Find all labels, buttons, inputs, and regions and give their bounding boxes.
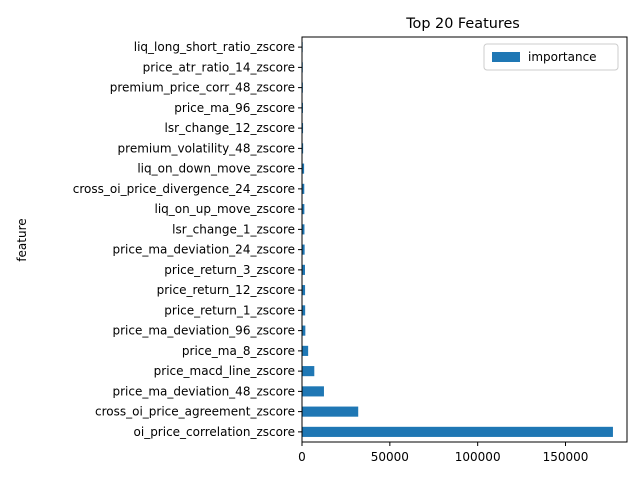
bar — [302, 123, 304, 134]
bar — [302, 285, 306, 296]
y-tick-label: oi_price_correlation_zscore — [134, 425, 295, 439]
bar — [302, 163, 305, 174]
y-tick-label: liq_on_up_move_zscore — [154, 202, 295, 216]
bar — [302, 386, 324, 397]
x-tick-label: 50000 — [371, 450, 409, 464]
bar — [302, 305, 306, 316]
legend-box — [483, 43, 619, 71]
y-tick-label: price_ma_deviation_48_zscore — [113, 384, 296, 398]
y-tick-label: lsr_change_12_zscore — [165, 121, 296, 135]
legend: importance — [483, 43, 619, 71]
y-tick-label: lsr_change_1_zscore — [172, 222, 295, 236]
bar — [302, 325, 306, 336]
y-tick-label: cross_oi_price_divergence_24_zscore — [73, 182, 295, 196]
bar — [302, 406, 359, 417]
y-tick-label: liq_on_down_move_zscore — [137, 162, 295, 176]
y-tick-label: price_return_3_zscore — [164, 263, 295, 277]
y-tick-label: price_macd_line_zscore — [154, 364, 295, 378]
y-tick-label: price_return_1_zscore — [164, 303, 295, 317]
x-tick-label: 100000 — [455, 450, 501, 464]
bar — [302, 183, 305, 194]
y-tick-label: price_ma_96_zscore — [174, 101, 295, 115]
y-tick-label: liq_long_short_ratio_zscore — [134, 40, 295, 54]
bar — [302, 366, 315, 377]
y-tick-label: premium_price_corr_48_zscore — [110, 81, 295, 95]
plot-area: liq_long_short_ratio_zscore price_atr_rat… — [73, 36, 628, 464]
y-axis-label: feature — [15, 218, 29, 261]
chart-title: Top 20 Features — [405, 16, 520, 32]
y-tick-label: price_ma_deviation_24_zscore — [113, 243, 296, 257]
bar — [302, 345, 309, 356]
bar — [302, 244, 305, 255]
y-tick-label: premium_volatility_48_zscore — [118, 141, 295, 155]
bar — [302, 204, 305, 215]
y-tick-label: price_return_12_zscore — [157, 283, 295, 297]
bar — [302, 143, 304, 154]
x-tick-label: 150000 — [543, 450, 589, 464]
bar — [302, 224, 305, 235]
bar — [302, 426, 613, 437]
bar — [302, 264, 305, 275]
y-tick-label: cross_oi_price_agreement_zscore — [95, 405, 295, 419]
y-tick-label: price_atr_ratio_14_zscore — [143, 60, 295, 74]
y-tick-label: price_ma_deviation_96_zscore — [113, 324, 296, 338]
x-tick-label: 0 — [298, 450, 306, 464]
axes-frame — [301, 36, 628, 443]
legend-swatch — [492, 52, 520, 62]
y-tick-label: price_ma_8_zscore — [182, 344, 295, 358]
legend-label: importance — [528, 50, 597, 64]
